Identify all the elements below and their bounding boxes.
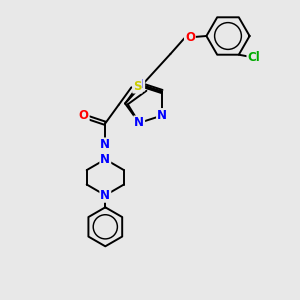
- Text: N: N: [134, 116, 144, 129]
- Text: N: N: [100, 153, 110, 166]
- Text: Cl: Cl: [248, 51, 260, 64]
- Text: O: O: [79, 109, 89, 122]
- Text: N: N: [100, 189, 110, 202]
- Text: S: S: [133, 80, 142, 93]
- Text: N: N: [157, 109, 167, 122]
- Text: N: N: [134, 78, 144, 91]
- Text: O: O: [185, 31, 195, 44]
- Text: N: N: [100, 138, 110, 152]
